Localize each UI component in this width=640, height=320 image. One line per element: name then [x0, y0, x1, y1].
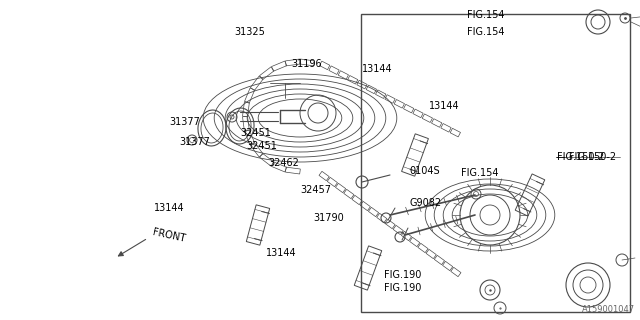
Text: FIG.154: FIG.154	[467, 10, 505, 20]
Bar	[348, 76, 358, 84]
Text: 31377: 31377	[170, 116, 200, 127]
Bar	[426, 249, 436, 259]
Bar	[377, 213, 387, 223]
Bar	[243, 116, 250, 131]
Bar	[352, 195, 362, 205]
Text: 0104S: 0104S	[410, 166, 440, 176]
Bar	[401, 231, 412, 241]
Bar	[404, 104, 414, 113]
Bar	[244, 130, 255, 145]
Bar	[442, 261, 452, 271]
Bar	[344, 189, 354, 199]
Bar	[394, 100, 404, 108]
Bar	[422, 114, 433, 123]
Bar	[319, 171, 329, 181]
Text: FIG.190: FIG.190	[384, 283, 421, 293]
Bar	[285, 167, 300, 174]
Bar	[329, 66, 339, 75]
Text: 31196: 31196	[291, 59, 322, 69]
Bar	[435, 255, 445, 265]
Bar	[418, 243, 428, 253]
Text: A159001047: A159001047	[582, 305, 635, 314]
Bar	[260, 67, 274, 80]
Text: 32451: 32451	[240, 128, 271, 138]
Bar	[393, 225, 403, 235]
Bar	[431, 119, 442, 127]
Bar	[327, 177, 337, 187]
Bar	[376, 90, 386, 99]
Bar	[319, 61, 330, 70]
Bar	[285, 59, 300, 66]
Text: FRONT: FRONT	[152, 228, 187, 244]
Bar	[385, 95, 395, 103]
Bar	[410, 237, 420, 247]
Bar	[366, 85, 376, 94]
Bar	[243, 102, 250, 117]
Bar	[360, 201, 371, 211]
Text: 31377: 31377	[179, 137, 210, 148]
Bar	[385, 219, 395, 229]
Bar	[260, 153, 274, 166]
Text: FIG.154: FIG.154	[467, 27, 505, 37]
Bar	[250, 142, 263, 157]
Text: 32462: 32462	[269, 158, 300, 168]
Text: FIG.150-2: FIG.150-2	[557, 152, 604, 162]
Text: 13144: 13144	[154, 203, 184, 213]
Bar	[335, 183, 346, 193]
Text: 32451: 32451	[246, 140, 277, 151]
Bar	[441, 124, 451, 132]
Bar	[451, 267, 461, 277]
Bar	[361, 14, 630, 312]
Bar	[300, 59, 315, 66]
Text: — FIG.150-2: — FIG.150-2	[556, 152, 616, 162]
Text: FIG.154: FIG.154	[461, 168, 499, 178]
Bar	[357, 80, 367, 89]
Text: 13144: 13144	[429, 100, 460, 111]
Bar	[338, 71, 348, 79]
Bar	[271, 162, 287, 172]
Bar	[250, 76, 263, 91]
Text: 31325: 31325	[234, 27, 265, 37]
Bar	[369, 207, 379, 217]
Bar	[244, 88, 255, 103]
Text: 13144: 13144	[362, 64, 392, 74]
Text: FIG.190: FIG.190	[384, 270, 421, 280]
Bar	[450, 128, 460, 137]
Bar	[271, 61, 287, 71]
Text: 31790: 31790	[314, 212, 344, 223]
Text: 13144: 13144	[266, 248, 296, 258]
Bar	[413, 109, 423, 118]
Text: 32457: 32457	[301, 185, 332, 196]
Text: G9082: G9082	[410, 198, 442, 208]
